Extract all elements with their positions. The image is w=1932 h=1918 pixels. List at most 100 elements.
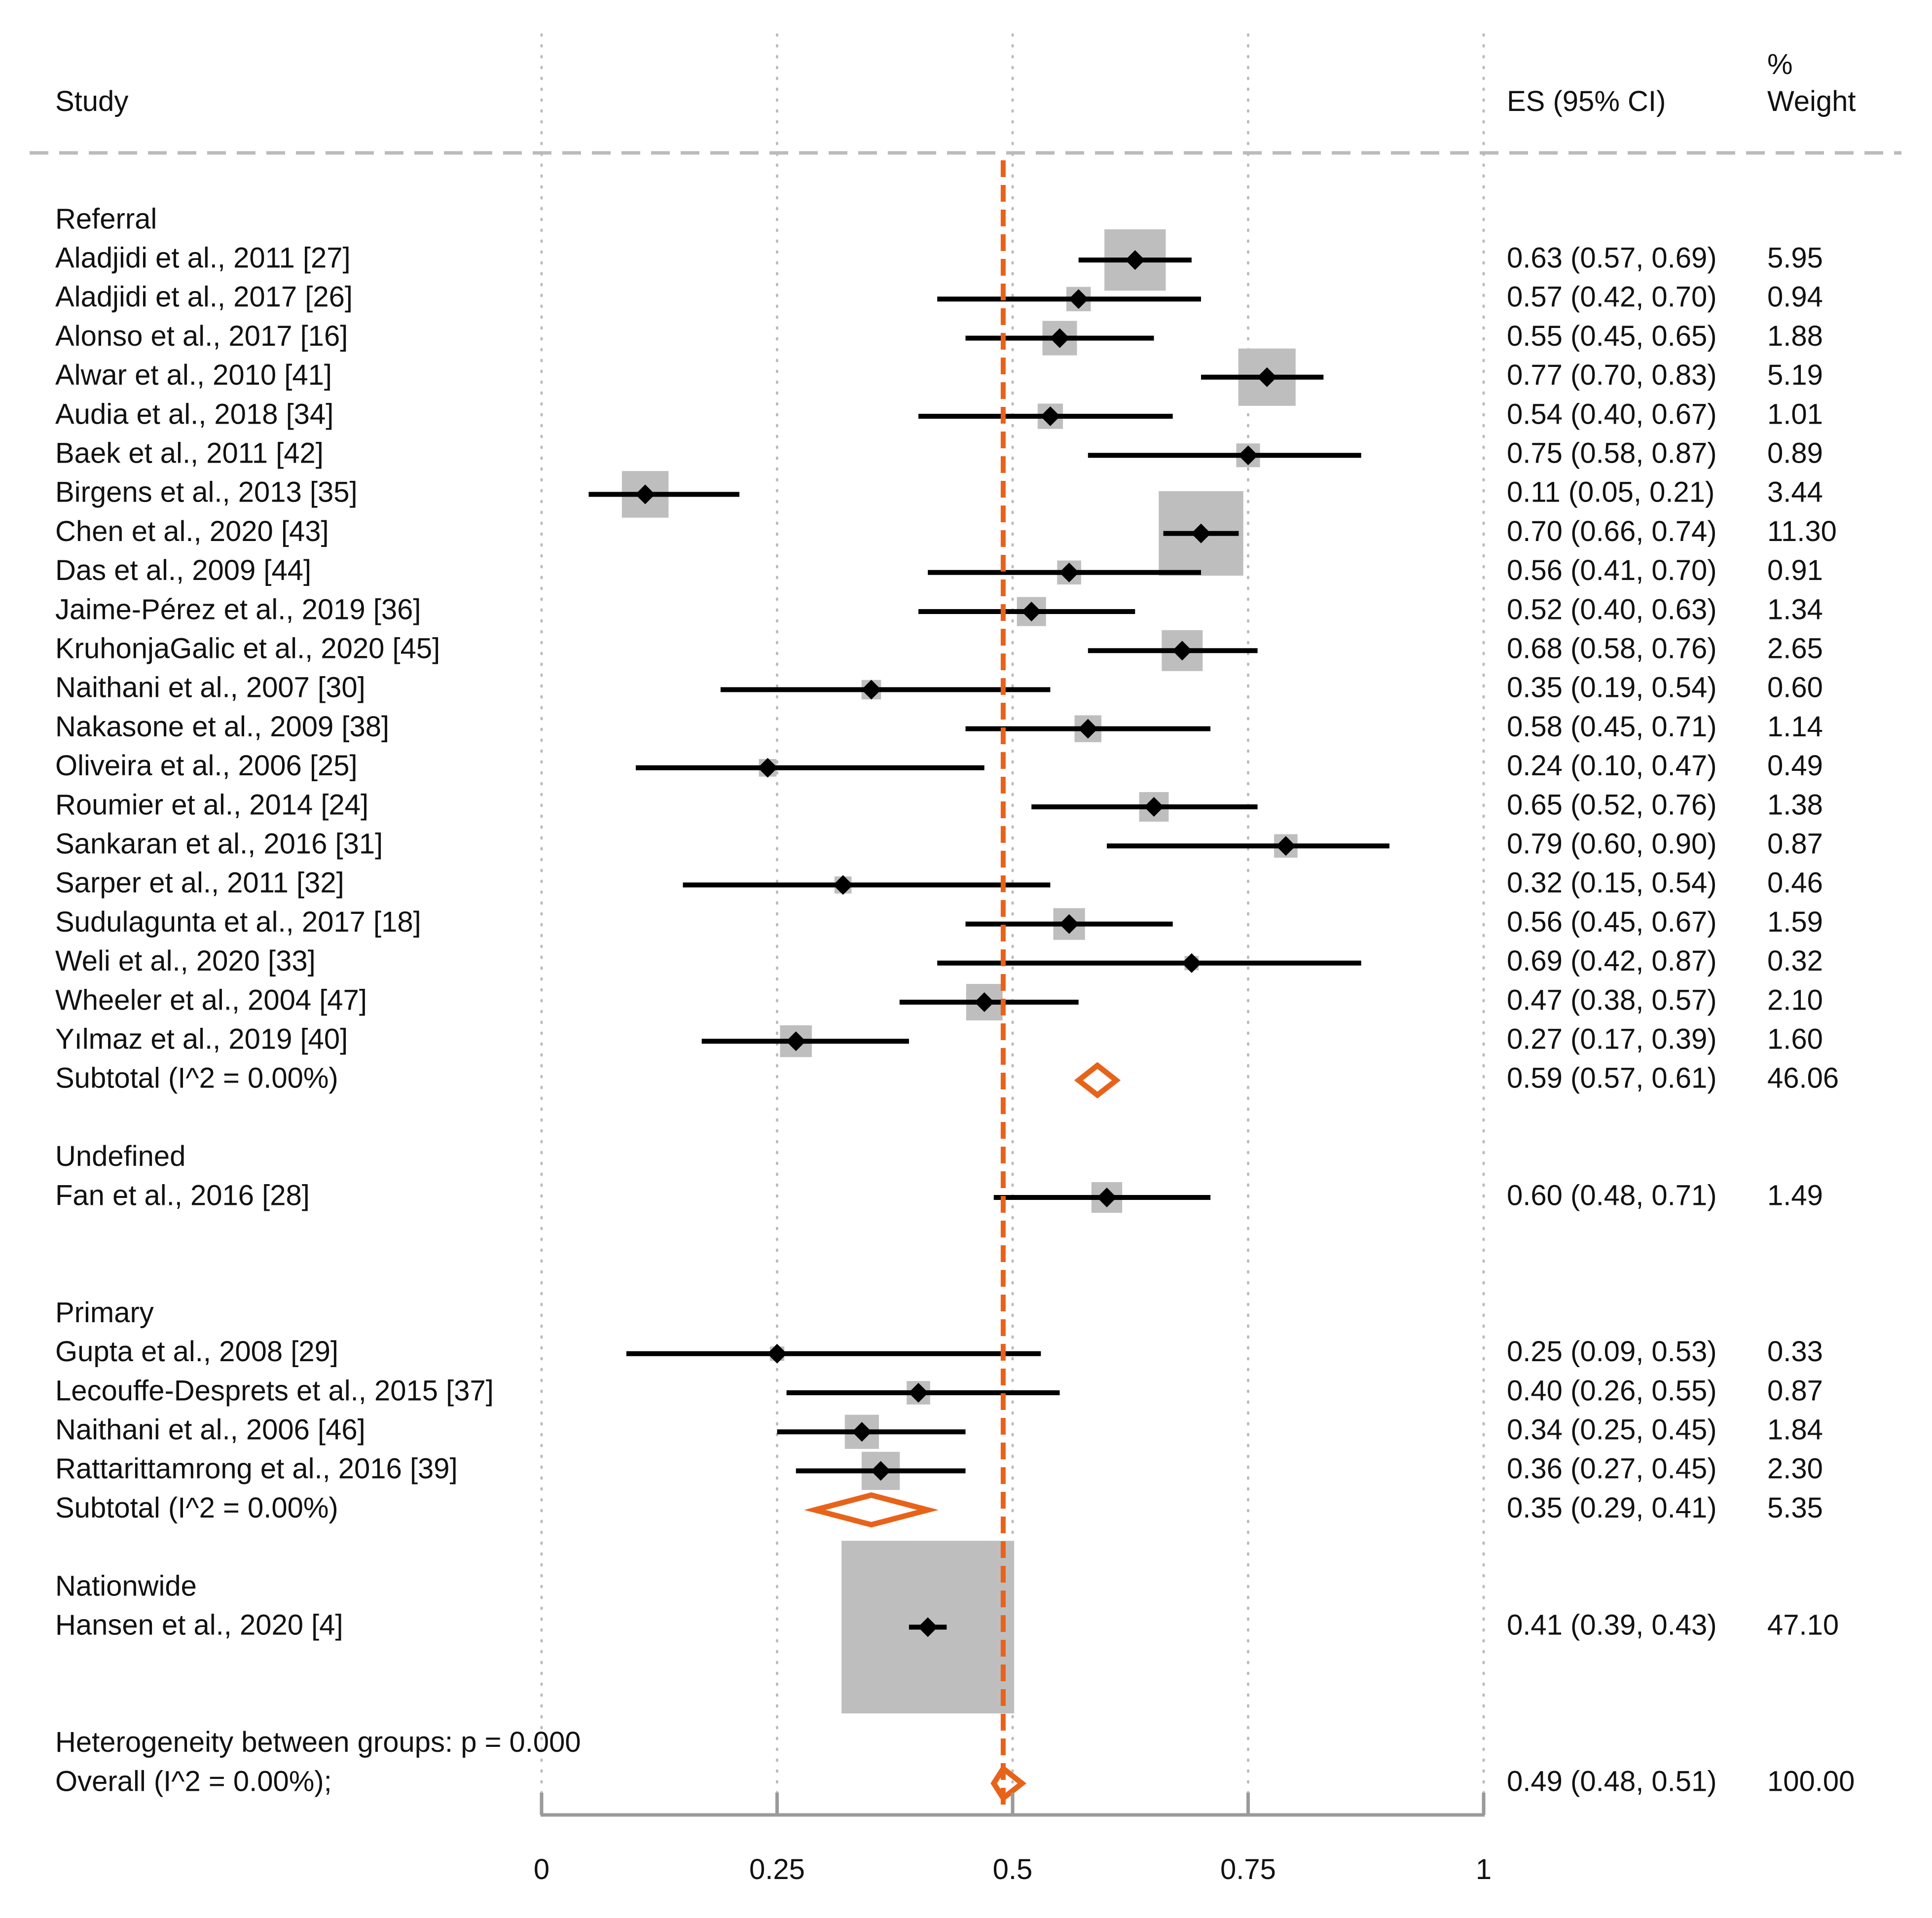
point-estimate-marker	[852, 1422, 872, 1442]
effect-size-ci: 0.63 (0.57, 0.69)	[1507, 242, 1717, 274]
effect-size-ci: 0.41 (0.39, 0.43)	[1507, 1609, 1717, 1641]
point-estimate-marker	[758, 758, 778, 778]
effect-size-ci: 0.58 (0.45, 0.71)	[1507, 711, 1717, 743]
point-estimate-marker	[974, 992, 994, 1012]
study-label: Sudulagunta et al., 2017 [18]	[55, 906, 421, 938]
weight-value: 0.87	[1767, 828, 1823, 860]
x-axis: 0 0.25 0.5 0.75 1	[534, 1793, 1492, 1885]
point-estimate-marker	[767, 1343, 787, 1364]
study-row: Birgens et al., 2013 [35] 0.11 (0.05, 0.2…	[55, 471, 1823, 518]
point-estimate-marker	[1181, 953, 1202, 973]
weight-column-header-percent: %	[1767, 48, 1793, 80]
study-row: KruhonjaGalic et al., 2020 [45] 0.68 (0.5…	[55, 630, 1823, 671]
study-label: Nakasone et al., 2009 [38]	[55, 711, 389, 743]
effect-size-ci: 0.75 (0.58, 0.87)	[1507, 437, 1717, 470]
group-label: Undefined	[55, 1140, 185, 1172]
study-label: Rattarittamrong et al., 2016 [39]	[55, 1453, 458, 1485]
weight-value: 2.10	[1767, 984, 1823, 1016]
group-label: Primary	[55, 1297, 154, 1329]
effect-size-ci: 0.69 (0.42, 0.87)	[1507, 945, 1717, 977]
point-estimate-marker	[1078, 719, 1098, 739]
overall-row: Overall (I^2 = 0.00%); 0.49 (0.48, 0.51) 1…	[55, 1764, 1855, 1803]
point-estimate-marker	[1276, 836, 1296, 856]
gridlines	[540, 33, 1485, 1809]
study-row: Naithani et al., 2006 [46] 0.34 (0.25, 0.…	[55, 1414, 1823, 1449]
point-estimate-marker	[1125, 250, 1145, 270]
study-row: Sankaran et al., 2016 [31] 0.79 (0.60, 0.…	[55, 828, 1823, 860]
study-row: Lecouffe-Desprets et al., 2015 [37] 0.40 …	[55, 1375, 1823, 1407]
weight-value: 0.87	[1767, 1375, 1823, 1407]
weight-value: 1.34	[1767, 593, 1823, 625]
study-row: Aladjidi et al., 2011 [27] 0.63 (0.57, 0.…	[55, 229, 1823, 291]
effect-size-ci: 0.65 (0.52, 0.76)	[1507, 789, 1717, 821]
rows: Referral Aladjidi et al., 2011 [27] 0.63 (…	[55, 160, 1855, 1808]
weight-value: 1.88	[1767, 320, 1823, 352]
weight-value: 5.19	[1767, 359, 1823, 391]
weight-value: 1.14	[1767, 711, 1823, 743]
weight-value: 0.60	[1767, 672, 1823, 704]
weight-value: 0.91	[1767, 554, 1823, 586]
effect-size-ci: 0.25 (0.09, 0.53)	[1507, 1336, 1717, 1368]
study-label: Aladjidi et al., 2011 [27]	[55, 242, 351, 274]
study-row: Audia et al., 2018 [34] 0.54 (0.40, 0.67)…	[55, 398, 1823, 430]
study-row: Baek et al., 2011 [42] 0.75 (0.58, 0.87) 0…	[55, 437, 1823, 470]
weight-value: 0.89	[1767, 437, 1823, 470]
group-label: Nationwide	[55, 1570, 197, 1602]
study-row: Alonso et al., 2017 [16] 0.55 (0.45, 0.65…	[55, 320, 1823, 356]
x-tick-label: 0	[534, 1853, 549, 1885]
subtotal-label: Subtotal (I^2 = 0.00%)	[55, 1492, 338, 1524]
study-label: Baek et al., 2011 [42]	[55, 437, 324, 470]
subtotal-diamond	[804, 1492, 939, 1528]
point-estimate-marker	[918, 1617, 938, 1637]
point-estimate-marker	[871, 1461, 891, 1481]
heterogeneity-note: Heterogeneity between groups: p = 0.000	[55, 1726, 581, 1758]
study-label: Wheeler et al., 2004 [47]	[55, 984, 367, 1016]
point-estimate-marker	[1050, 328, 1070, 348]
point-estimate-marker	[1172, 641, 1192, 661]
effect-size-ci: 0.52 (0.40, 0.63)	[1507, 593, 1717, 625]
weight-value: 5.95	[1767, 242, 1823, 274]
subtotal-row: Subtotal (I^2 = 0.00%) 0.59 (0.57, 0.61) 4…	[55, 1062, 1839, 1099]
study-label: Roumier et al., 2014 [24]	[55, 789, 368, 821]
point-estimate-marker	[1191, 523, 1211, 543]
weight-value: 1.60	[1767, 1023, 1823, 1055]
study-label: Weli et al., 2020 [33]	[55, 945, 316, 977]
weight-value: 0.33	[1767, 1336, 1823, 1368]
es-column-header: ES (95% CI)	[1507, 85, 1666, 117]
weight-value: 0.94	[1767, 281, 1823, 313]
effect-size-ci: 0.27 (0.17, 0.39)	[1507, 1023, 1717, 1055]
weight-value: 3.44	[1767, 476, 1823, 508]
study-label: Chen et al., 2020 [43]	[55, 515, 329, 547]
point-estimate-marker	[1238, 445, 1258, 466]
weight-value: 1.01	[1767, 398, 1823, 430]
weight-value: 5.35	[1767, 1492, 1823, 1524]
effect-size-ci: 0.60 (0.48, 0.71)	[1507, 1179, 1717, 1211]
effect-size-ci: 0.24 (0.10, 0.47)	[1507, 750, 1717, 782]
point-estimate-marker	[635, 484, 656, 505]
weight-column-header-label: Weight	[1767, 85, 1856, 117]
study-label: Alwar et al., 2010 [41]	[55, 359, 332, 391]
point-estimate-marker	[1257, 367, 1277, 387]
study-label: Lecouffe-Desprets et al., 2015 [37]	[55, 1375, 494, 1407]
effect-size-ci: 0.59 (0.57, 0.61)	[1507, 1062, 1717, 1094]
study-label: Audia et al., 2018 [34]	[55, 398, 333, 430]
point-estimate-marker	[1097, 1188, 1117, 1207]
effect-size-ci: 0.54 (0.40, 0.67)	[1507, 398, 1717, 430]
study-label: Naithani et al., 2006 [46]	[55, 1414, 365, 1446]
point-estimate-marker	[1059, 914, 1079, 934]
study-row: Chen et al., 2020 [43] 0.70 (0.66, 0.74) 1…	[55, 491, 1837, 576]
point-estimate-marker	[833, 875, 853, 895]
point-estimate-marker	[1068, 289, 1089, 309]
weight-value: 0.46	[1767, 867, 1823, 899]
group-label: Referral	[55, 203, 157, 235]
effect-size-ci: 0.56 (0.45, 0.67)	[1507, 906, 1717, 938]
effect-size-ci: 0.70 (0.66, 0.74)	[1507, 515, 1717, 547]
point-estimate-marker	[1059, 562, 1079, 582]
weight-value: 1.59	[1767, 906, 1823, 938]
weight-value: 0.32	[1767, 945, 1823, 977]
study-label: Alonso et al., 2017 [16]	[55, 320, 348, 352]
weight-value: 1.84	[1767, 1414, 1823, 1446]
effect-size-ci: 0.34 (0.25, 0.45)	[1507, 1414, 1717, 1446]
study-label: Jaime-Pérez et al., 2019 [36]	[55, 593, 421, 625]
